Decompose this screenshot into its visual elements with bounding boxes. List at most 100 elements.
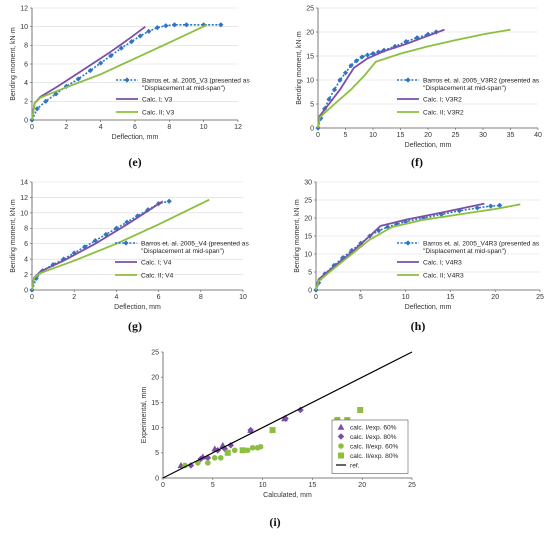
legend-entry: Calc. I; V3R2: [423, 96, 462, 103]
chart-i: 0 5 10 15 20 25 0 5 10 15 20 25 Calculated, mm Experi…: [141, 349, 416, 529]
y-tick-label: 5: [308, 269, 312, 276]
series-line: [31, 25, 146, 121]
x-tick-label: 20: [424, 132, 432, 139]
data-point: [364, 52, 371, 58]
y-tick-label: 10: [20, 24, 28, 31]
x-tick-label: 0: [314, 294, 318, 301]
x-tick-label: 10: [200, 124, 208, 131]
legend: Barros et. al. 2005_V4 (presented as"Dis…: [115, 240, 249, 279]
x-axis-label: Deflection, mm: [405, 142, 452, 149]
data-point: [221, 445, 229, 453]
x-tick-label: 5: [359, 294, 363, 301]
data-point: [488, 203, 494, 209]
y-tick-label: 15: [151, 400, 159, 407]
x-tick-label: 25: [408, 482, 416, 489]
data-point: [211, 455, 218, 461]
y-tick-label: 10: [151, 425, 159, 432]
data-point: [353, 58, 360, 64]
data-point: [247, 426, 254, 434]
data-point: [357, 406, 364, 413]
y-tick-label: 20: [306, 29, 314, 36]
data-point: [342, 70, 349, 76]
data-point: [75, 76, 81, 82]
series-calc1: [31, 25, 146, 121]
legend: Barros et. al. 2005_V4R3 (presented as"D…: [397, 240, 540, 279]
series-line: [31, 23, 208, 121]
legend-entry-continued: "Displacement at mid-span"): [141, 248, 224, 255]
data-point: [231, 447, 238, 454]
y-tick-label: 5: [310, 101, 314, 108]
y-tick-label: 15: [306, 53, 314, 60]
y-tick-label: 0: [155, 475, 159, 482]
data-point: [497, 202, 503, 208]
legend-swatch: [337, 423, 345, 430]
legend-entry: Barros et. al. 2005_V4R3 (presented as: [423, 240, 540, 247]
x-tick-label: 4: [99, 124, 103, 131]
y-tick-label: 20: [151, 375, 159, 382]
series-line: [317, 28, 445, 129]
series-calc1: [315, 202, 485, 291]
x-axis-label: Calculated, mm: [263, 492, 312, 499]
x-tick-label: 20: [491, 294, 499, 301]
data-point: [218, 22, 224, 28]
x-tick-label: 12: [234, 124, 242, 131]
y-tick-label: 0: [24, 287, 28, 294]
legend-entry-continued: "Displacement at mid-span"): [142, 85, 225, 92]
data-point: [257, 443, 264, 450]
y-tick-label: 8: [24, 226, 28, 233]
data-point: [239, 447, 246, 454]
series-calc2: [317, 28, 511, 129]
series-line: [317, 28, 511, 129]
data-point: [249, 444, 256, 451]
series-exp: [29, 22, 224, 123]
x-tick-label: 6: [157, 294, 161, 301]
data-point: [348, 63, 354, 69]
legend: calc. I/exp. 60% calc. I/exp. 80% calc. II…: [331, 419, 409, 474]
legend-swatch-marker: [405, 240, 411, 246]
data-point: [315, 125, 321, 131]
y-tick-label: 12: [20, 5, 28, 12]
series-calc1: [317, 28, 445, 129]
x-tick-label: 6: [133, 124, 137, 131]
legend-entry: Calc. II; V4: [141, 272, 174, 279]
data-point: [337, 77, 343, 83]
y-tick-label: 25: [304, 197, 312, 204]
x-tick-label: 2: [72, 294, 76, 301]
data-point: [349, 247, 355, 253]
x-tick-label: 15: [397, 132, 405, 139]
x-tick-label: 35: [507, 132, 515, 139]
legend-entry: Calc. I; V4R3: [423, 259, 462, 266]
legend-entry: Barros et. al. 2005_V3R2 (presented as: [423, 77, 540, 84]
series-line: [31, 198, 210, 291]
y-tick-label: 15: [304, 233, 312, 240]
series-ref: [162, 351, 413, 479]
x-tick-label: 30: [479, 132, 487, 139]
data-point: [53, 91, 59, 97]
data-point: [187, 462, 195, 469]
y-tick-label: 20: [304, 215, 312, 222]
data-point: [282, 415, 289, 422]
data-point: [403, 219, 409, 225]
y-tick-label: 0: [310, 125, 314, 132]
y-tick-label: 0: [308, 287, 312, 294]
y-tick-label: 4: [24, 80, 28, 87]
panel-label: (e): [128, 155, 141, 169]
legend-entry-continued: "Displacement at mid-span"): [423, 248, 506, 255]
legend-entry: Barros et. al. 2005_V3 (presented as: [142, 77, 250, 84]
x-tick-label: 10: [402, 294, 410, 301]
chart-g: 0 2 4 6 8 10 0 2 4 6 8 10 12 14 Deflection, mm Bending …: [10, 179, 249, 333]
x-tick-label: 2: [64, 124, 68, 131]
x-tick-label: 40: [534, 132, 542, 139]
legend-swatch-marker: [123, 240, 129, 246]
legend-swatch: [337, 433, 345, 440]
data-point: [146, 28, 152, 34]
legend: Barros et. al. 2005_V3R2 (presented as"D…: [397, 77, 540, 116]
data-point: [166, 198, 172, 204]
data-point: [98, 60, 104, 66]
legend-swatch-marker: [405, 77, 411, 83]
x-tick-label: 15: [309, 482, 317, 489]
data-point: [376, 228, 382, 234]
legend-entry: Calc. II; V4R3: [423, 272, 464, 279]
legend-entry: Calc. II; V3R2: [423, 109, 464, 116]
